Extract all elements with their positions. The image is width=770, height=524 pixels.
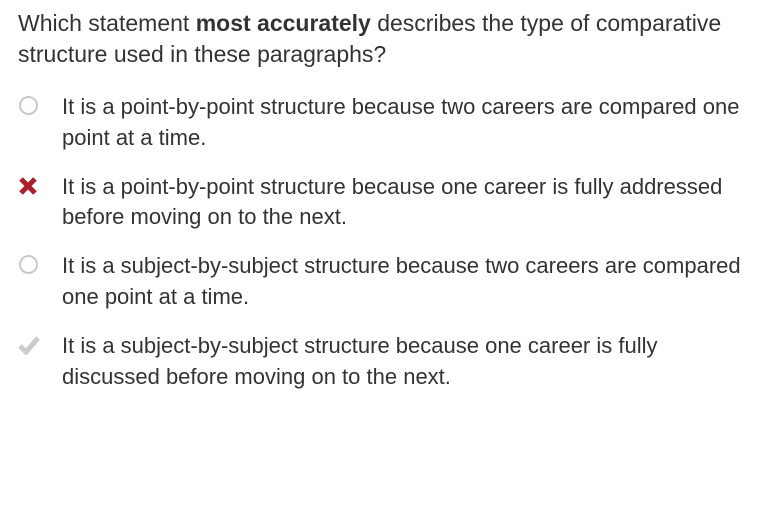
option-1-marker bbox=[18, 92, 58, 115]
radio-empty-icon bbox=[19, 255, 38, 274]
question-prompt: Which statement most accurately describe… bbox=[18, 8, 752, 70]
question-part1: Which statement bbox=[18, 10, 196, 36]
option-1[interactable]: It is a point-by-point structure because… bbox=[18, 92, 752, 154]
option-3-text: It is a subject-by-subject structure bec… bbox=[58, 251, 752, 313]
option-3[interactable]: It is a subject-by-subject structure bec… bbox=[18, 251, 752, 313]
question-bold: most accurately bbox=[196, 10, 371, 36]
option-2[interactable]: It is a point-by-point structure because… bbox=[18, 172, 752, 234]
check-correct-icon bbox=[18, 335, 40, 355]
option-2-text: It is a point-by-point structure because… bbox=[58, 172, 752, 234]
option-4-marker bbox=[18, 331, 58, 355]
option-1-text: It is a point-by-point structure because… bbox=[58, 92, 752, 154]
x-incorrect-icon bbox=[18, 176, 38, 196]
radio-empty-icon bbox=[19, 96, 38, 115]
option-4-text: It is a subject-by-subject structure bec… bbox=[58, 331, 752, 393]
options-list: It is a point-by-point structure because… bbox=[18, 92, 752, 392]
option-2-marker bbox=[18, 172, 58, 196]
option-4[interactable]: It is a subject-by-subject structure bec… bbox=[18, 331, 752, 393]
option-3-marker bbox=[18, 251, 58, 274]
